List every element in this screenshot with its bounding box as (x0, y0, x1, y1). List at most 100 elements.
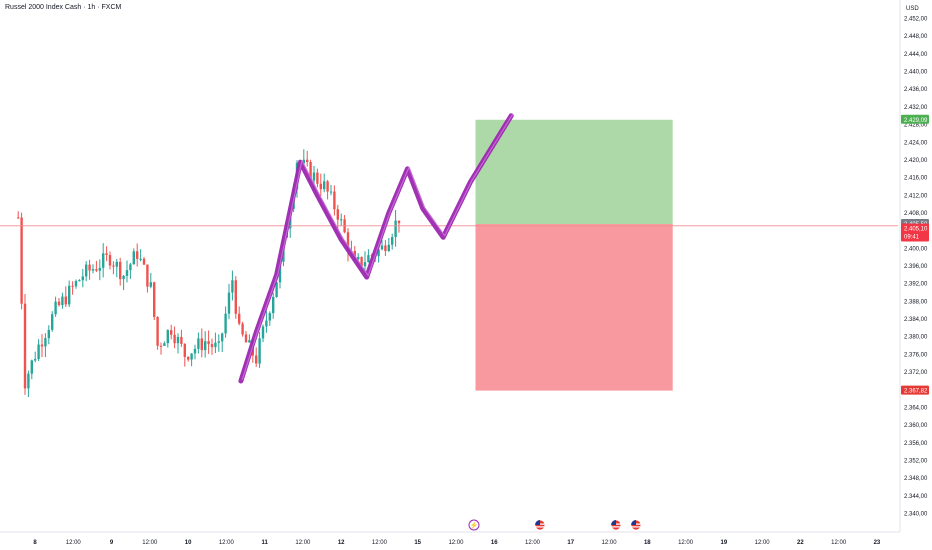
candle-body (346, 232, 350, 252)
candle-body (183, 343, 186, 357)
price-tick-label: 2.436,00 (904, 87, 928, 93)
price-tick-label: 2.376,00 (904, 352, 928, 358)
price-tick-label: 2.420,00 (904, 158, 928, 164)
time-tick-label: 12:00 (831, 540, 847, 546)
candle-body (275, 282, 278, 297)
time-tick-label: 12:00 (219, 540, 235, 546)
time-tick-label: 16 (491, 540, 498, 546)
candle-body (394, 220, 397, 238)
candle-body (156, 316, 159, 346)
candle-body (217, 341, 220, 343)
price-tick-label: 2.340,00 (904, 512, 928, 518)
us-flag-canton (611, 520, 616, 525)
time-tick-label: 12:00 (142, 540, 158, 546)
event-markers[interactable]: ⚡ (468, 519, 642, 531)
candle-body (214, 342, 217, 348)
candle-body (40, 344, 44, 347)
candle-body (265, 320, 268, 327)
price-tick-label: 2.408,00 (904, 211, 928, 217)
candle-body (316, 172, 319, 184)
price-tick-label: 2.388,00 (904, 299, 928, 305)
candle-body (231, 280, 234, 293)
price-tick-label: 2.400,00 (904, 246, 928, 252)
price-tick-label: 2.384,00 (904, 317, 928, 323)
candle-body (190, 353, 193, 360)
candle-body (326, 181, 329, 192)
time-tick-label: 12:00 (525, 540, 541, 546)
candle-body (360, 256, 363, 267)
loss-zone (475, 224, 673, 391)
trend-drawing[interactable] (238, 113, 514, 384)
us-flag-stripe (611, 526, 621, 528)
candle-body (129, 264, 132, 271)
price-tick-label: 2.432,00 (904, 105, 928, 111)
last-price-tag-countdown: 09:41 (904, 234, 920, 240)
stop-price-tag-box (901, 385, 929, 395)
currency-label[interactable]: USD (906, 6, 919, 12)
price-tick-label: 2.392,00 (904, 282, 928, 288)
time-tick-label: 9 (110, 540, 114, 546)
candle-body (336, 209, 339, 220)
candle-body (34, 359, 37, 361)
candle-body (47, 329, 50, 339)
time-tick-label: 8 (33, 540, 37, 546)
candle-body (139, 258, 142, 260)
time-tick-label: 12:00 (602, 540, 618, 546)
candle-body (98, 267, 101, 271)
candle-body (387, 244, 390, 251)
price-tick-label: 2.348,00 (904, 476, 928, 482)
candle-body (173, 334, 176, 344)
candle-body (261, 326, 265, 339)
us-flag-stripe (535, 526, 545, 528)
flash-event-icon (468, 519, 480, 531)
candle-body (210, 344, 214, 348)
target-price-tag-box (901, 114, 929, 124)
candle-body (95, 269, 98, 271)
candle-body (44, 338, 47, 347)
candle-body (221, 333, 224, 342)
candle-body (146, 264, 149, 287)
candle-body (255, 355, 258, 364)
candle-body (319, 183, 322, 190)
time-tick-label: 12:00 (678, 540, 694, 546)
candle-body (159, 345, 163, 347)
candle-body (248, 340, 251, 343)
time-tick-label: 17 (567, 540, 574, 546)
time-tick-label: 18 (644, 540, 651, 546)
candles (17, 149, 401, 398)
price-tick-label: 2.452,00 (904, 17, 928, 23)
price-axis[interactable]: 2.452,00 2.448,00 2.444,00 2.440,00 2.436,00… (899, 0, 928, 532)
target-price-tag: 2.429,09 (904, 118, 928, 124)
price-tick-label: 2.352,00 (904, 459, 928, 465)
candle-body (312, 172, 316, 181)
candle-body (197, 338, 200, 349)
price-tick-label: 2.372,00 (904, 370, 928, 376)
candle-body (306, 159, 309, 162)
candle-body (68, 285, 71, 305)
candle-body (125, 270, 129, 276)
time-axis[interactable]: 8 12:00 9 12:00 10 12:00 11 12:00 12 12:00 15 12:00… (0, 531, 900, 546)
candle-body (57, 301, 61, 305)
candle-body (397, 220, 401, 224)
candle-body (166, 330, 169, 344)
time-tick-label: 10 (185, 540, 192, 546)
candle-body (115, 261, 118, 267)
time-tick-label: 15 (414, 540, 421, 546)
candle-body (54, 301, 57, 315)
candle-body (367, 255, 370, 263)
last-price-tag-box (901, 223, 929, 242)
candle-body (333, 191, 336, 210)
chart-title: Russel 2000 Index Cash · 1h · FXCM (5, 4, 122, 11)
price-tick-label: 2.356,00 (904, 441, 928, 447)
candle-body (74, 280, 78, 287)
price-tick-label: 2.448,00 (904, 34, 928, 40)
time-tick-label: 12 (338, 540, 345, 546)
candle-body (61, 296, 64, 305)
flash-event-glyph: ⚡ (470, 521, 479, 530)
time-tick-label: 22 (797, 540, 804, 546)
time-tick-label: 12:00 (66, 540, 82, 546)
us-flag-stripe (631, 526, 641, 528)
candle-body (268, 313, 271, 321)
price-tick-label: 2.364,00 (904, 405, 928, 411)
